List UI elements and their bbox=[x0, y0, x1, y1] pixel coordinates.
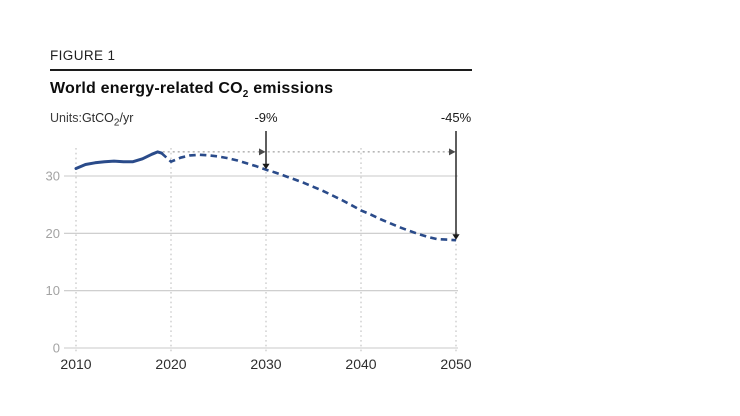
annotation-arrowhead bbox=[452, 234, 460, 240]
reference-arrowhead bbox=[449, 148, 456, 156]
chart-title-subscript: 2 bbox=[242, 89, 249, 101]
x-axis-tick-label: 2050 bbox=[440, 356, 471, 372]
annotation-label: -45% bbox=[440, 110, 472, 125]
y-axis-tick-label: 20 bbox=[46, 226, 60, 241]
header-rule bbox=[50, 69, 472, 71]
y-axis-tick-label: 10 bbox=[46, 283, 60, 298]
x-axis-tick-label: 2020 bbox=[155, 356, 186, 372]
units-value-suffix: /yr bbox=[119, 111, 134, 125]
chart-title: World energy-related CO2 emissions bbox=[50, 80, 333, 100]
units-label: Units:GtCO2/yr bbox=[50, 111, 133, 129]
x-axis-tick-label: 2030 bbox=[250, 356, 281, 372]
historical-line bbox=[74, 150, 163, 170]
y-axis-tick-label: 0 bbox=[53, 341, 60, 356]
units-value-subscript: 2 bbox=[113, 117, 120, 129]
annotation-label: -9% bbox=[254, 110, 278, 125]
figure-label: FIGURE 1 bbox=[50, 48, 116, 63]
reference-arrowhead bbox=[259, 148, 266, 156]
y-axis-tick-label: 30 bbox=[46, 169, 60, 184]
x-axis-tick-label: 2010 bbox=[60, 356, 91, 372]
chart-title-text: World energy-related CO bbox=[50, 80, 243, 97]
units-value: GtCO2/yr bbox=[81, 111, 134, 129]
chart-title-suffix: emissions bbox=[248, 80, 334, 97]
annotation-arrowhead bbox=[262, 163, 270, 170]
units-value-text: GtCO bbox=[81, 111, 114, 125]
forecast-line bbox=[160, 152, 457, 242]
units-prefix: Units: bbox=[50, 111, 82, 125]
x-axis-tick-label: 2040 bbox=[345, 356, 376, 372]
